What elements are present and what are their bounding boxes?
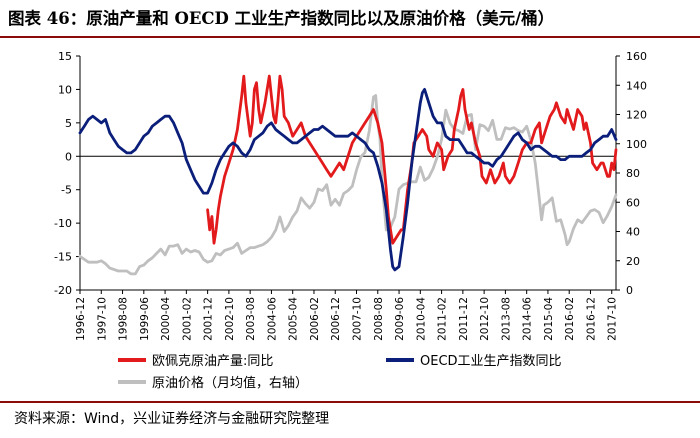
y-right-tick-label: 80 bbox=[626, 167, 640, 180]
x-tick-label: 2016-02 bbox=[564, 297, 576, 341]
y-right-tick-label: 60 bbox=[626, 196, 640, 209]
y-right-tick-label: 160 bbox=[626, 50, 647, 63]
x-tick-label: 1996-12 bbox=[75, 297, 87, 341]
y-left-tick-label: -10 bbox=[54, 217, 72, 230]
x-tick-label: 1999-06 bbox=[139, 297, 151, 341]
x-tick-label: 2013-08 bbox=[500, 297, 512, 341]
x-tick-label: 2017-10 bbox=[607, 297, 619, 341]
y-right-tick-label: 0 bbox=[626, 284, 633, 297]
x-tick-label: 2011-12 bbox=[458, 297, 470, 341]
x-tick-label: 2005-04 bbox=[288, 297, 300, 341]
x-tick-label: 2006-02 bbox=[309, 297, 321, 341]
crude-price-line bbox=[78, 94, 618, 276]
x-tick-label: 2000-04 bbox=[160, 297, 172, 341]
x-tick-label: 2006-12 bbox=[330, 297, 342, 341]
y-left-tick-label: 10 bbox=[58, 83, 72, 96]
x-tick-label: 2001-12 bbox=[203, 297, 215, 341]
legend-label: OECD工业生产指数同比 bbox=[420, 354, 562, 369]
y-right-tick-label: 40 bbox=[626, 226, 640, 239]
x-tick-label: 2016-12 bbox=[585, 297, 597, 341]
x-tick-label: 2012-10 bbox=[479, 297, 491, 341]
y-right-tick-label: 100 bbox=[626, 138, 647, 151]
y-left-tick-label: -5 bbox=[61, 184, 72, 197]
x-tick-label: 2009-06 bbox=[394, 297, 406, 341]
x-tick-label: 2003-08 bbox=[245, 297, 257, 341]
legend-label: 欧佩克原油产量:同比 bbox=[152, 354, 273, 369]
source-rule bbox=[0, 401, 700, 403]
chart-area: 15 10 5 0 -5 -10 -15 -20 160 140 120 100 80 60 40 20 0 19… bbox=[54, 50, 647, 391]
y-right-tick-label: 140 bbox=[626, 79, 647, 92]
y-left-tick-label: 15 bbox=[58, 50, 72, 63]
axes: 15 10 5 0 -5 -10 -15 -20 160 140 120 100 80 60 40 20 0 19… bbox=[54, 50, 647, 341]
x-tick-label: 2008-08 bbox=[373, 297, 385, 341]
y-left-tick-label: -15 bbox=[54, 251, 72, 264]
x-tick-label: 2010-04 bbox=[415, 297, 427, 341]
x-tick-label: 2011-02 bbox=[437, 297, 449, 341]
source-note: 资料来源：Wind，兴业证券经济与金融研究院整理 bbox=[14, 411, 330, 427]
y-left-tick-label: 5 bbox=[65, 117, 72, 130]
y-right-tick-label: 120 bbox=[626, 109, 647, 122]
legend-label: 原油价格（月均值，右轴） bbox=[152, 375, 308, 391]
y-right-tick-label: 20 bbox=[626, 255, 640, 268]
x-tick-label: 1998-08 bbox=[118, 297, 130, 341]
x-tick-label: 2002-10 bbox=[224, 297, 236, 341]
x-tick-label: 2007-10 bbox=[352, 297, 364, 341]
chart-title: 图表 46：原油产量和 OECD 工业生产指数同比以及原油价格（美元/桶） bbox=[8, 9, 555, 28]
series-layer bbox=[78, 74, 618, 276]
y-left-tick-label: 0 bbox=[65, 150, 72, 163]
x-tick-label: 2015-04 bbox=[543, 297, 555, 341]
title-rule bbox=[0, 36, 700, 38]
x-tick-label: 2004-06 bbox=[266, 297, 278, 341]
y-left-tick-label: -20 bbox=[54, 284, 72, 297]
x-tick-label: 2001-02 bbox=[181, 297, 193, 341]
oecd-ip-yoy-line bbox=[78, 88, 618, 272]
x-tick-label: 1997-10 bbox=[96, 297, 108, 341]
x-tick-label: 2014-06 bbox=[522, 297, 534, 341]
